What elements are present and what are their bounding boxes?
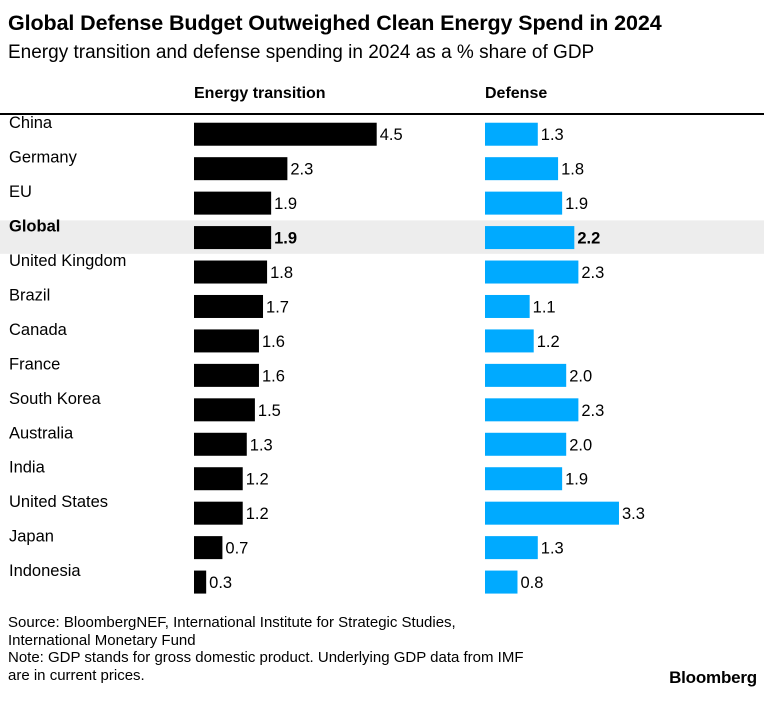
category-label-brazil: Brazil: [9, 286, 50, 304]
defense-value-japan: 1.3: [541, 540, 564, 558]
energy-bar-australia: [194, 432, 247, 456]
category-label-south-korea: South Korea: [9, 390, 102, 408]
energy-bar-south-korea: [194, 398, 255, 422]
defense-bar-indonesia: [485, 570, 518, 594]
defense-bar-united-states: [485, 501, 619, 525]
energy-value-global: 1.9: [274, 230, 297, 248]
category-label-australia: Australia: [9, 424, 74, 442]
defense-bar-germany: [485, 157, 559, 181]
chart-title: Global Defense Budget Outweighed Clean E…: [8, 11, 662, 35]
energy-value-united-kingdom: 1.8: [270, 264, 293, 282]
defense-value-indonesia: 0.8: [520, 574, 543, 592]
defense-value-eu: 1.9: [565, 195, 588, 213]
defense-bar-brazil: [485, 294, 530, 318]
category-label-canada: Canada: [9, 321, 68, 339]
category-label-india: India: [9, 459, 46, 477]
bloomberg-logo: Bloomberg: [669, 668, 757, 687]
energy-value-france: 1.6: [262, 367, 285, 385]
energy-bar-germany: [194, 157, 288, 181]
category-label-germany: Germany: [9, 149, 78, 167]
energy-bar-canada: [194, 329, 259, 353]
energy-value-china: 4.5: [380, 126, 403, 144]
header-rule: [0, 113, 764, 115]
defense-bar-china: [485, 122, 538, 146]
defense-bar-australia: [485, 432, 567, 456]
energy-bar-global: [194, 226, 272, 250]
energy-bar-indonesia: [194, 570, 207, 594]
category-label-japan: Japan: [9, 528, 54, 546]
bar-chart: China 4.5 1.3 Germany 2.3 1.8 EU 1.9 1.9 Global 1.…: [0, 114, 764, 594]
defense-bar-global: [485, 226, 575, 250]
defense-value-canada: 1.2: [537, 333, 560, 351]
energy-value-south-korea: 1.5: [258, 402, 281, 420]
category-label-france: France: [9, 355, 60, 373]
energy-value-japan: 0.7: [225, 540, 248, 558]
defense-value-brazil: 1.1: [533, 298, 556, 316]
note-line-1: Note: GDP stands for gross domestic prod…: [8, 649, 524, 666]
energy-column-header: Energy transition: [194, 85, 326, 102]
source-line-1: Source: BloombergNEF, International Inst…: [8, 614, 456, 631]
energy-bar-united-states: [194, 501, 243, 525]
defense-value-india: 1.9: [565, 471, 588, 489]
energy-value-germany: 2.3: [290, 161, 313, 179]
category-label-united-states: United States: [9, 493, 108, 511]
energy-bar-china: [194, 122, 377, 146]
energy-bar-india: [194, 467, 243, 491]
energy-value-indonesia: 0.3: [209, 574, 232, 592]
defense-value-france: 2.0: [569, 367, 592, 385]
energy-value-canada: 1.6: [262, 333, 285, 351]
category-label-indonesia: Indonesia: [9, 562, 81, 580]
energy-bar-france: [194, 363, 259, 387]
defense-bar-india: [485, 467, 563, 491]
defense-value-global: 2.2: [577, 230, 600, 248]
energy-value-australia: 1.3: [250, 436, 273, 454]
defense-bar-france: [485, 363, 567, 387]
defense-bar-united-kingdom: [485, 260, 579, 284]
category-label-united-kingdom: United Kingdom: [9, 252, 126, 270]
energy-value-united-states: 1.2: [246, 505, 269, 523]
source-line-2: International Monetary Fund: [8, 631, 196, 649]
defense-bar-south-korea: [485, 398, 579, 422]
defense-bar-japan: [485, 536, 538, 560]
energy-value-eu: 1.9: [274, 195, 297, 213]
chart-subtitle: Energy transition and defense spending i…: [8, 42, 595, 63]
defense-value-united-states: 3.3: [622, 505, 645, 523]
defense-value-australia: 2.0: [569, 436, 592, 454]
note-line-2: are in current prices.: [8, 666, 145, 684]
energy-bar-japan: [194, 536, 223, 560]
defense-value-united-kingdom: 2.3: [581, 264, 604, 282]
defense-value-south-korea: 2.3: [581, 402, 604, 420]
highlight-row-global: [0, 220, 764, 254]
energy-bar-united-kingdom: [194, 260, 268, 284]
defense-bar-canada: [485, 329, 534, 353]
defense-bar-eu: [485, 191, 563, 215]
category-label-global: Global: [9, 218, 60, 236]
defense-column-header: Defense: [485, 85, 548, 102]
category-label-eu: EU: [9, 183, 32, 201]
defense-value-germany: 1.8: [561, 161, 584, 179]
defense-value-china: 1.3: [541, 126, 564, 144]
energy-bar-eu: [194, 191, 272, 215]
energy-value-brazil: 1.7: [266, 298, 289, 316]
energy-bar-brazil: [194, 294, 264, 318]
chart-footer: Source: BloombergNEF, International Inst…: [8, 614, 524, 684]
category-label-china: China: [9, 114, 53, 132]
energy-value-india: 1.2: [246, 471, 269, 489]
